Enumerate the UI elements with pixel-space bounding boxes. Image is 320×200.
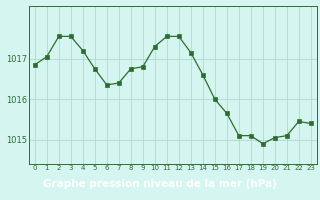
Text: Graphe pression niveau de la mer (hPa): Graphe pression niveau de la mer (hPa)	[43, 179, 277, 189]
